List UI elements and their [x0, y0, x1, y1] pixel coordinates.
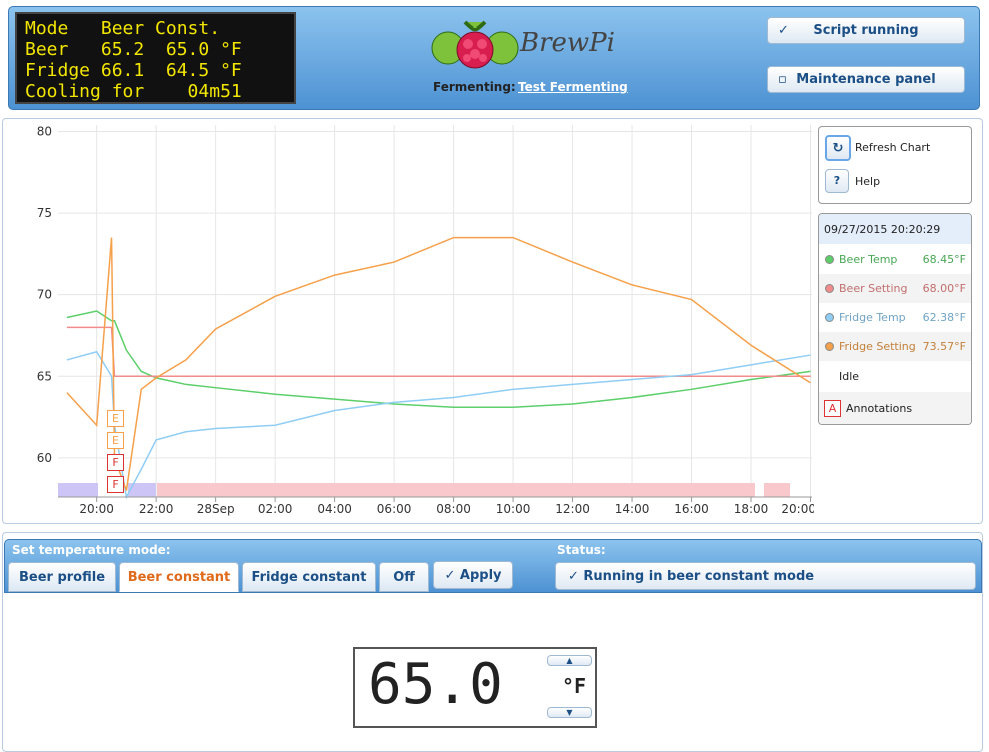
x-tick-label: 06:00: [377, 502, 412, 516]
x-tick-label: 08:00: [436, 502, 471, 516]
lcd-line: Cooling for 04m51: [25, 81, 242, 102]
legend-name: Fridge Temp: [839, 311, 906, 324]
chart-panel: [2, 118, 983, 524]
y-tick-label: 60: [37, 451, 52, 465]
x-tick-label: 18:00: [734, 502, 769, 516]
setpoint-value: 65.0: [368, 652, 503, 717]
x-tick-label: 04:00: [317, 502, 352, 516]
annotation-marker: E: [107, 410, 124, 427]
status-box: ✓ Running in beer constant mode: [555, 562, 976, 590]
button-label: Script running: [813, 23, 919, 38]
lcd-line: Beer 65.2 65.0 °F: [25, 39, 242, 60]
refresh-label[interactable]: Refresh Chart: [855, 141, 931, 154]
profile-link[interactable]: Test Fermenting: [518, 80, 628, 94]
status-text: Running in beer constant mode: [583, 569, 815, 584]
legend-value: 68.45°F: [922, 253, 966, 266]
x-tick-label: 20:00: [79, 502, 114, 516]
y-tick-label: 75: [37, 206, 52, 220]
legend-name: Fridge Setting: [839, 340, 916, 353]
legend-name: Beer Setting: [839, 282, 908, 295]
legend-name: Beer Temp: [839, 253, 898, 266]
legend-dot: [825, 342, 834, 351]
y-tick-label: 80: [37, 125, 52, 139]
x-tick-label: 10:00: [496, 502, 531, 516]
decrease-button[interactable]: ▼: [547, 707, 592, 718]
legend-state: Idle: [819, 362, 971, 391]
x-tick-label: 22:00: [139, 502, 174, 516]
annotation-icon: A: [824, 400, 841, 417]
setpoint-unit: °F: [562, 674, 587, 698]
button-label: Maintenance panel: [796, 72, 936, 87]
lcd-display: Mode Beer Const. Beer 65.2 65.0 °F Fridge …: [15, 12, 296, 104]
legend-dot: [825, 313, 834, 322]
maintenance-button[interactable]: ▫ Maintenance panel: [767, 66, 965, 93]
mode-tab-active[interactable]: Beer constant: [119, 562, 239, 592]
x-tick-label: 12:00: [555, 502, 590, 516]
help-button[interactable]: ?: [825, 169, 849, 193]
legend-value: 73.57°F: [922, 340, 966, 353]
chart-controls: ↻ Refresh Chart ? Help: [818, 126, 972, 204]
status-label: Status:: [557, 543, 606, 557]
lcd-line: Fridge 66.1 64.5 °F: [25, 60, 242, 81]
y-tick-label: 70: [37, 288, 52, 302]
x-tick-label: 28Sep: [197, 502, 235, 516]
legend-date: 09/27/2015 20:20:29: [819, 214, 971, 244]
y-tick-label: 65: [37, 369, 52, 383]
apply-label: Apply: [459, 568, 502, 583]
legend-dot: [825, 255, 834, 264]
profile-label: Fermenting:: [433, 80, 516, 94]
series-line: [66, 326, 811, 378]
x-tick-label: 16:00: [674, 502, 709, 516]
chart: 60 65 70 75 80 20:00 22:00 28Sep 02:00 04:00 06:00…: [37, 125, 814, 516]
annotation-marker: E: [107, 432, 124, 449]
legend-entry: Fridge Setting 73.57°F: [819, 332, 971, 361]
state-band: [58, 483, 98, 497]
state-band: [127, 483, 156, 497]
legend-value: 62.38°F: [922, 311, 966, 324]
apply-button[interactable]: ✓ Apply: [433, 561, 513, 589]
legend-dot: [825, 284, 834, 293]
setpoint-box: [353, 647, 597, 728]
annotation-marker: F: [107, 454, 124, 471]
refresh-button[interactable]: ↻: [825, 135, 851, 161]
mode-tab[interactable]: Beer profile: [8, 562, 116, 592]
logo-icon: [431, 20, 519, 69]
logo-text: BrewPi: [520, 28, 615, 58]
x-tick-label: 02:00: [258, 502, 293, 516]
x-tick-label: 14:00: [615, 502, 650, 516]
legend-value: 68.00°F: [922, 282, 966, 295]
legend-entry: Beer Setting 68.00°F: [819, 274, 971, 303]
increase-button[interactable]: ▲: [547, 655, 592, 666]
legend-entry: Beer Temp 68.45°F: [819, 245, 971, 274]
x-tick-label: 20:00: [781, 502, 814, 516]
plot-background: [58, 125, 812, 497]
annotations-label: Annotations: [846, 402, 913, 415]
mode-tab[interactable]: Fridge constant: [242, 562, 376, 592]
mode-label: Set temperature mode:: [12, 543, 171, 557]
state-band: [764, 483, 790, 497]
legend-annotations[interactable]: A Annotations: [819, 392, 971, 424]
annotation-marker: F: [107, 476, 124, 493]
legend: 09/27/2015 20:20:29 Idle A Annotations Be…: [818, 213, 972, 425]
lcd-line: Mode Beer Const.: [25, 18, 221, 39]
state-band: [157, 483, 755, 497]
legend-entry: Fridge Temp 62.38°F: [819, 303, 971, 332]
script-status-button[interactable]: ✓ Script running: [767, 17, 965, 44]
mode-tab[interactable]: Off: [379, 562, 429, 592]
series-line: [66, 310, 811, 409]
help-label[interactable]: Help: [855, 175, 881, 188]
